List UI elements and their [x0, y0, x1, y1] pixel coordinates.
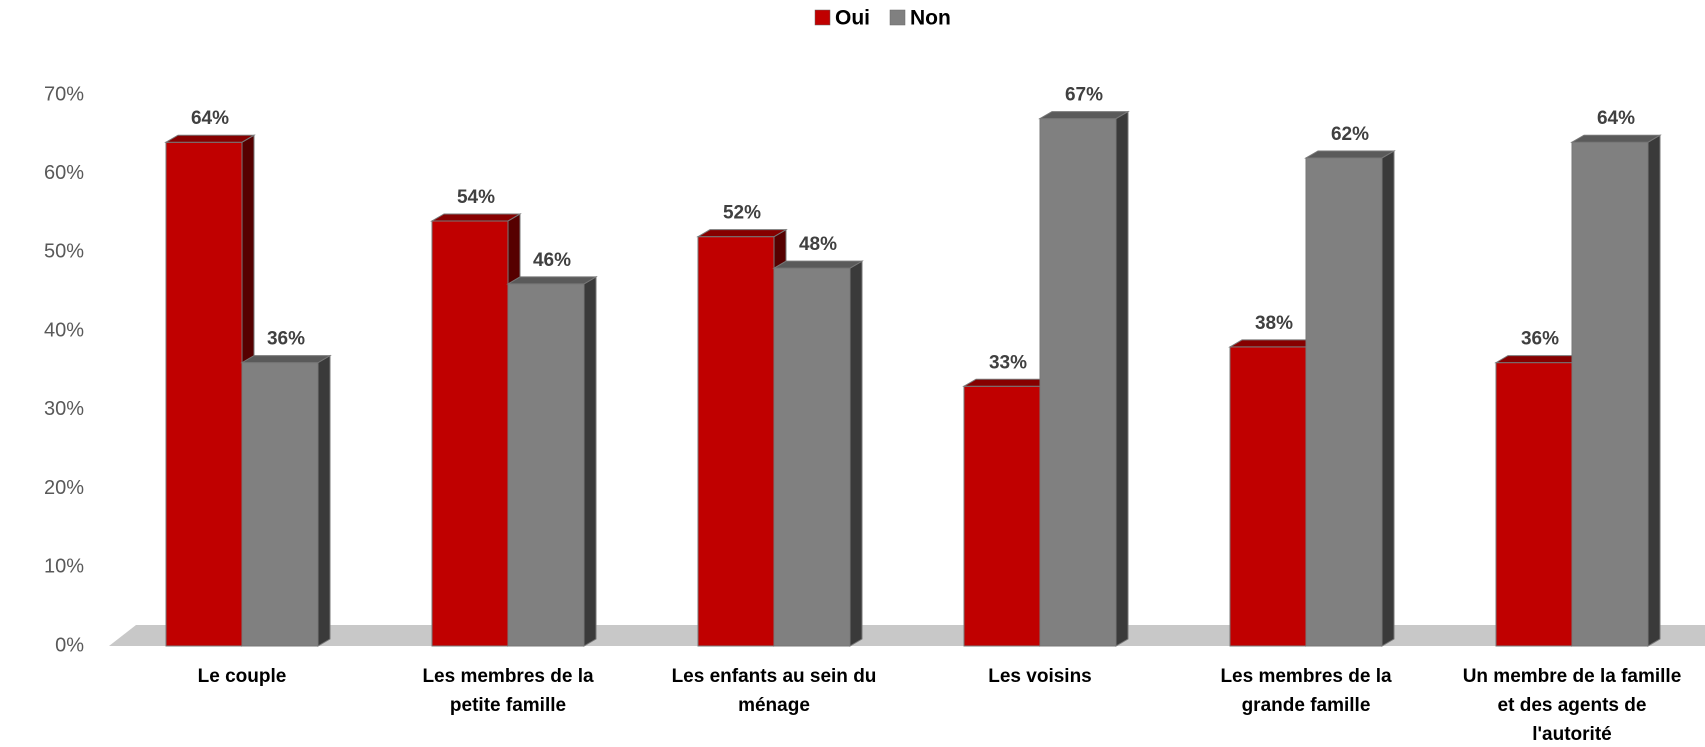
bar-side	[317, 354, 331, 647]
x-tick-label: Le couple	[197, 666, 287, 687]
value-label: 52%	[723, 203, 761, 224]
value-label: 38%	[1255, 313, 1293, 334]
bar	[1495, 362, 1573, 647]
bar-top	[1304, 150, 1396, 159]
bar	[507, 283, 585, 647]
bar-side	[849, 260, 863, 647]
bar-top	[1038, 111, 1130, 120]
bar-side	[1115, 110, 1129, 647]
bar-top	[1494, 355, 1586, 364]
y-tick-label: 30%	[44, 398, 84, 420]
bar	[773, 267, 851, 647]
value-label: 36%	[267, 329, 305, 350]
value-label: 33%	[989, 352, 1027, 373]
bar	[165, 141, 243, 647]
bar-top	[240, 355, 332, 364]
bar-top	[1570, 134, 1662, 143]
bar-top	[962, 378, 1054, 387]
y-tick-label: 0%	[55, 634, 84, 656]
legend-label: Non	[910, 7, 951, 30]
bar-top	[772, 260, 864, 269]
legend-swatch	[889, 9, 906, 26]
bar-top	[1228, 339, 1320, 348]
bar	[963, 385, 1041, 647]
value-label: 48%	[799, 234, 837, 255]
y-tick-label: 50%	[44, 241, 84, 263]
y-tick-label: 20%	[44, 477, 84, 499]
y-tick-label: 40%	[44, 319, 84, 341]
bar	[1229, 346, 1307, 647]
value-label: 64%	[1597, 108, 1635, 129]
value-label: 36%	[1521, 329, 1559, 350]
value-label: 54%	[457, 187, 495, 208]
bar	[1305, 157, 1383, 647]
floor	[109, 625, 1705, 646]
legend-label: Oui	[835, 7, 870, 30]
bar-top	[696, 229, 788, 238]
bar	[241, 362, 319, 647]
value-label: 64%	[191, 108, 229, 129]
value-label: 67%	[1065, 85, 1103, 106]
bar-top	[430, 213, 522, 222]
bar	[697, 236, 775, 647]
y-tick-label: 60%	[44, 162, 84, 184]
x-tick-label: Les enfants au sein du ménage	[671, 666, 877, 716]
value-label: 62%	[1331, 124, 1369, 145]
bar-side	[1381, 150, 1395, 647]
bar-top	[164, 134, 256, 143]
x-tick-label: Les membres de la petite famille	[422, 666, 594, 716]
x-tick-label: Un membre de la famille et des agents de…	[1462, 666, 1682, 745]
bar-side	[1647, 134, 1661, 647]
x-tick-label: Les voisins	[988, 666, 1092, 687]
bar-side	[583, 276, 597, 647]
bar	[1039, 118, 1117, 647]
value-label: 46%	[533, 250, 571, 271]
x-tick-label: Les membres de la grande famille	[1220, 666, 1392, 716]
legend-swatch	[814, 9, 831, 26]
bar	[431, 220, 509, 647]
y-tick-label: 10%	[44, 556, 84, 578]
y-tick-label: 70%	[44, 83, 84, 105]
bar	[1571, 141, 1649, 647]
bar-top	[506, 276, 598, 285]
